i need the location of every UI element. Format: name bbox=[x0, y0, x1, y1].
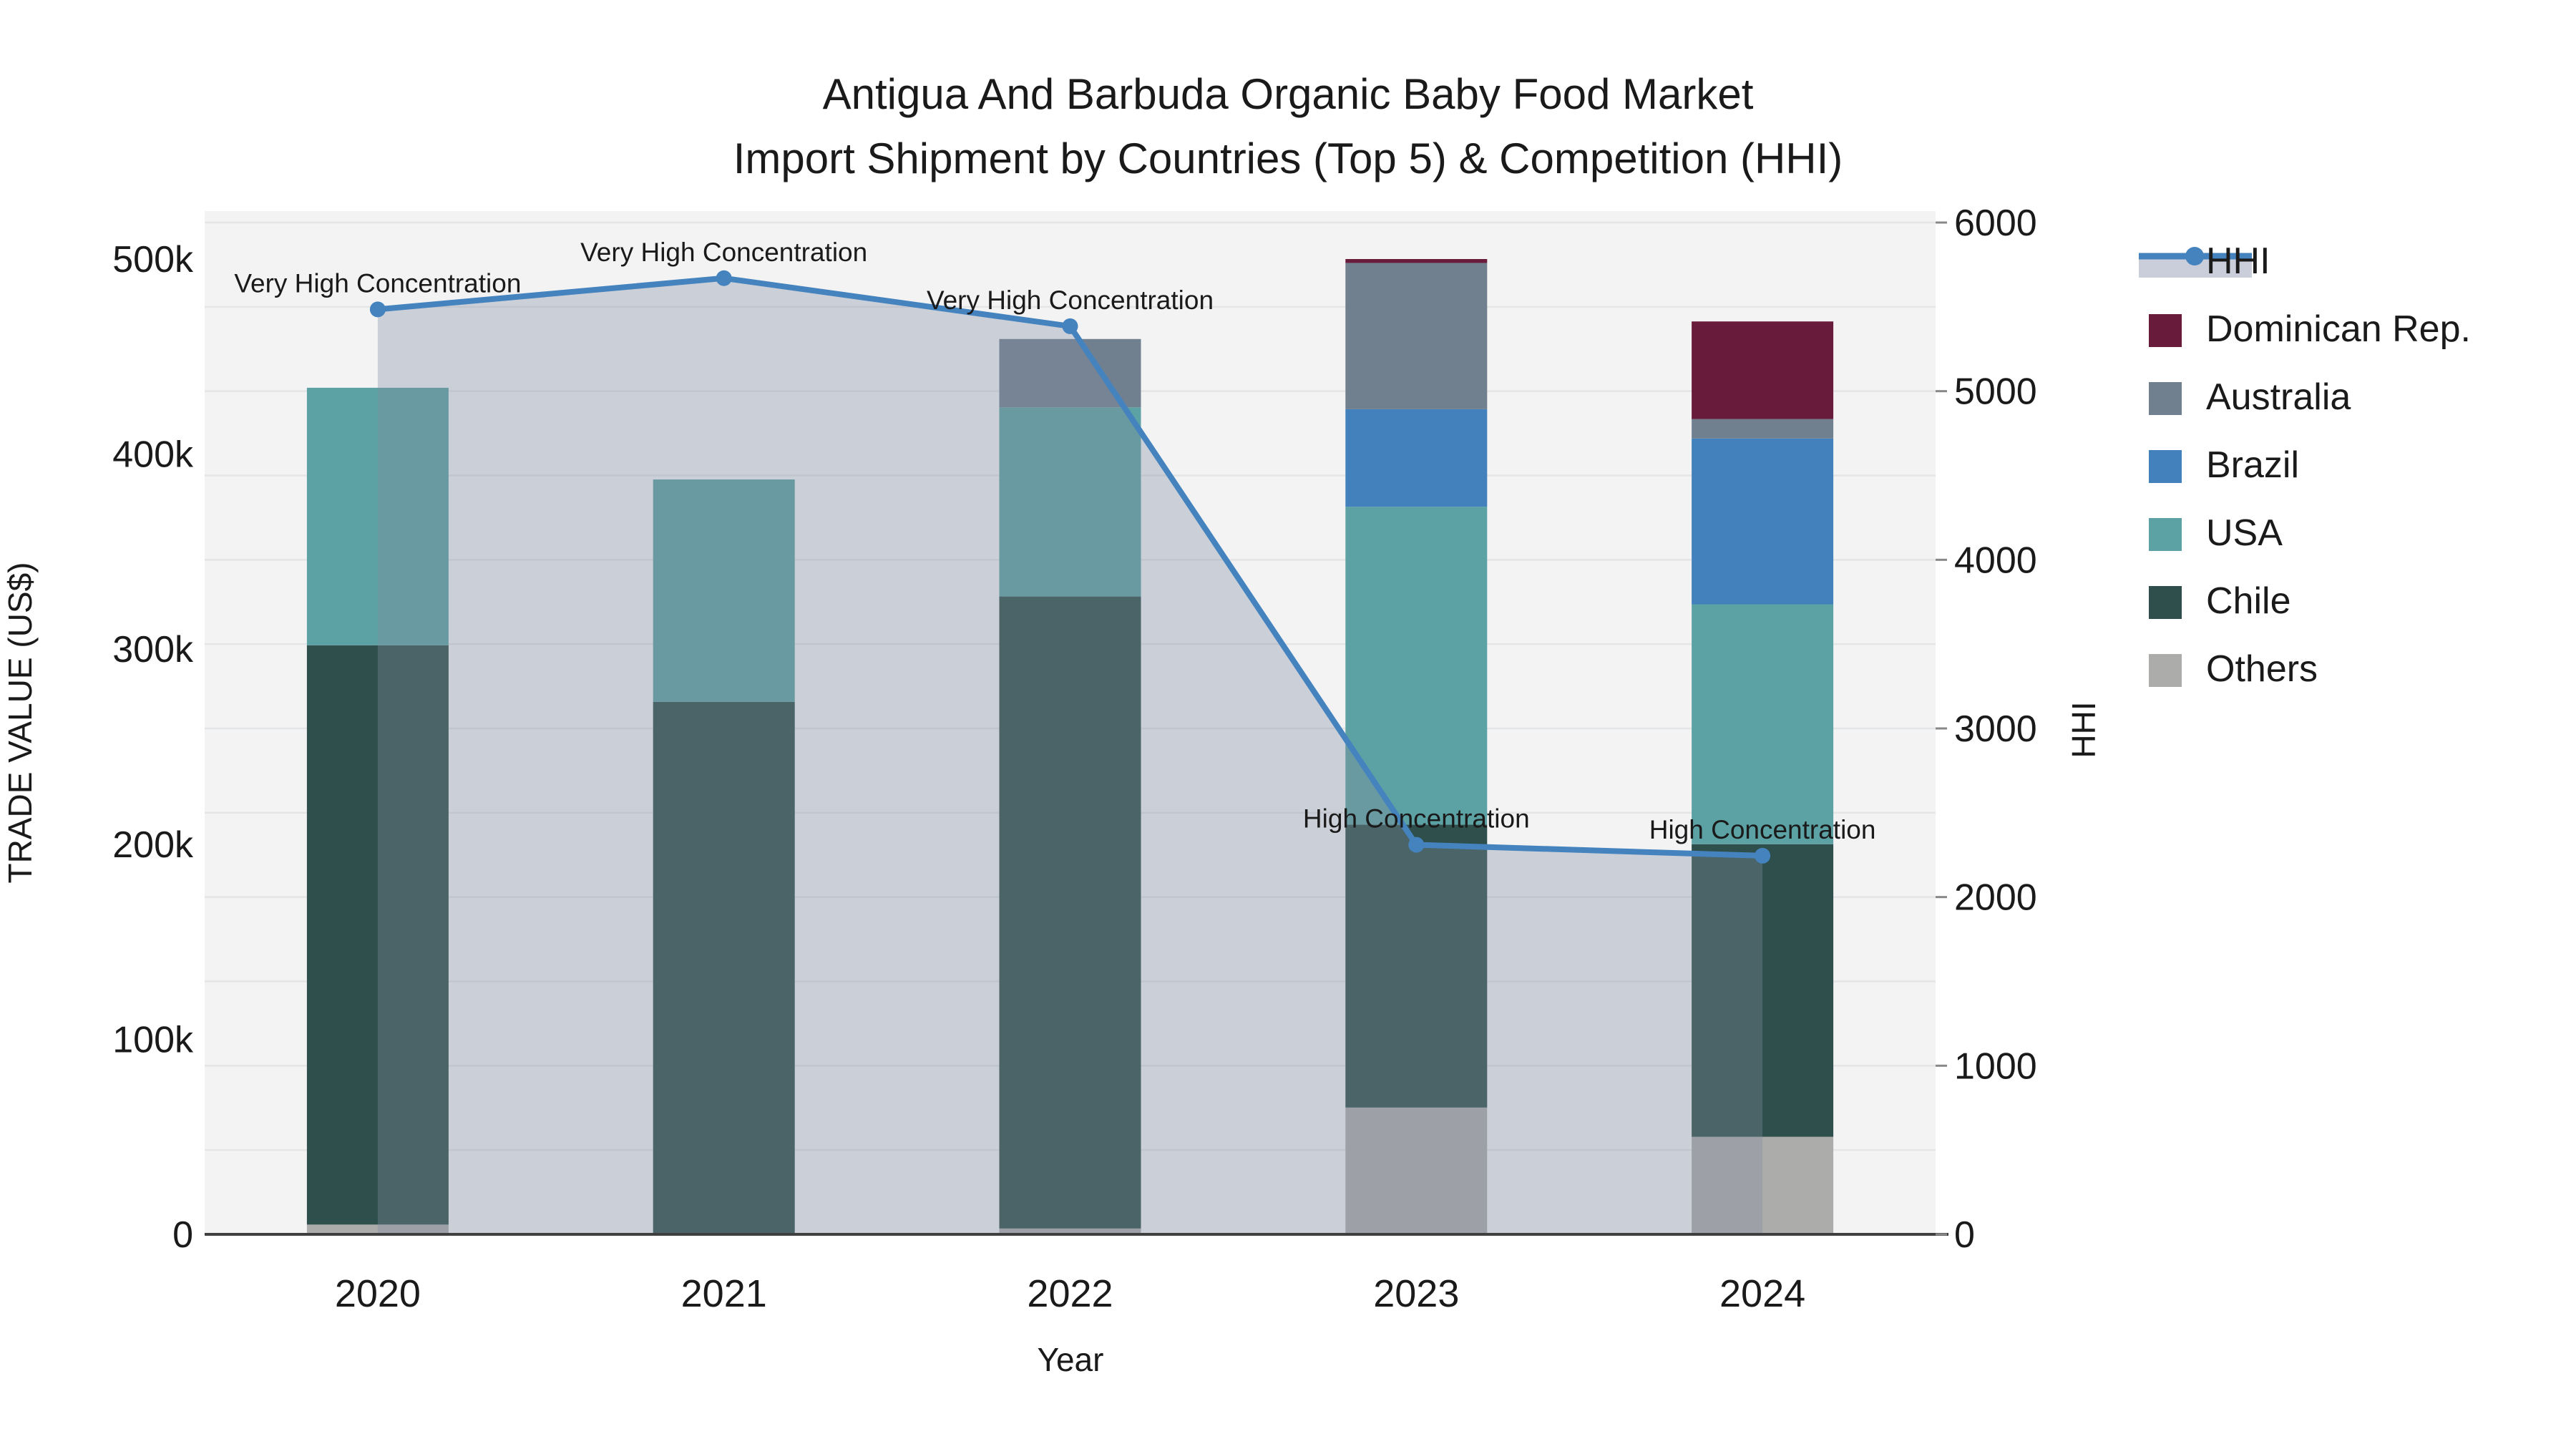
chart-title-line1: Antigua And Barbuda Organic Baby Food Ma… bbox=[823, 70, 1754, 118]
bar-segment-2021-chile[interactable] bbox=[653, 701, 795, 1234]
bar-segment-2024-dominican-rep-[interactable] bbox=[1692, 321, 1834, 419]
y2-axis-tick-0: 0 bbox=[1954, 1214, 1975, 1256]
hhi-point-2024[interactable] bbox=[1755, 847, 1771, 864]
bar-segment-2020-others[interactable] bbox=[306, 1224, 449, 1234]
bar-segment-2024-usa[interactable] bbox=[1692, 604, 1834, 844]
hhi-legend-marker bbox=[2185, 247, 2204, 265]
bar-segment-2024-chile[interactable] bbox=[1692, 844, 1834, 1137]
x-axis-title: Year bbox=[1038, 1341, 1104, 1378]
bar-segment-2023-chile[interactable] bbox=[1345, 824, 1488, 1108]
y-axis-tick-200k: 200k bbox=[112, 824, 194, 866]
legend: HHI Dominican Rep. Australia Brazil USA Chile… bbox=[2139, 240, 2471, 690]
y2-axis-tick-1000: 1000 bbox=[1954, 1045, 2037, 1087]
legend-item-chile[interactable]: Chile bbox=[2149, 580, 2291, 622]
annotation-2024: High Concentration bbox=[1649, 815, 1876, 844]
bar-segment-2021-usa[interactable] bbox=[653, 479, 795, 702]
y2-axis-tick-4000: 4000 bbox=[1954, 540, 2037, 581]
legend-label: Dominican Rep. bbox=[2206, 308, 2471, 350]
legend-swatch-others bbox=[2149, 654, 2182, 687]
bar-segment-2023-australia[interactable] bbox=[1345, 263, 1488, 409]
y2-axis-tick-6000: 6000 bbox=[1954, 203, 2037, 244]
legend-item-brazil[interactable]: Brazil bbox=[2149, 444, 2299, 486]
annotation-2022: Very High Concentration bbox=[927, 286, 1214, 315]
chart-title-line2: Import Shipment by Countries (Top 5) & C… bbox=[733, 135, 1843, 182]
y-axis-tick-0: 0 bbox=[172, 1214, 193, 1256]
legend-label: HHI bbox=[2206, 240, 2270, 282]
legend-swatch-chile bbox=[2149, 586, 2182, 619]
legend-swatch-brazil bbox=[2149, 450, 2182, 483]
hhi-point-2022[interactable] bbox=[1062, 318, 1078, 334]
legend-label: Brazil bbox=[2206, 444, 2299, 486]
annotation-2020: Very High Concentration bbox=[234, 268, 521, 298]
legend-swatch-dominican-rep- bbox=[2149, 314, 2182, 347]
bar-segment-2024-australia[interactable] bbox=[1692, 419, 1834, 439]
bar-segment-2024-others[interactable] bbox=[1692, 1136, 1834, 1234]
bar-segment-2022-chile[interactable] bbox=[999, 596, 1141, 1229]
legend-item-usa[interactable]: USA bbox=[2149, 512, 2283, 554]
bar-segment-2020-usa[interactable] bbox=[306, 387, 449, 645]
y2-axis-title: HHI bbox=[2065, 701, 2102, 758]
legend-item-hhi[interactable]: HHI bbox=[2139, 240, 2270, 282]
hhi-point-2020[interactable] bbox=[369, 301, 386, 318]
legend-swatch-australia bbox=[2149, 382, 2182, 415]
y-axis-tick-500k: 500k bbox=[112, 239, 194, 280]
legend-label: Others bbox=[2206, 648, 2318, 690]
bar-segment-2023-others[interactable] bbox=[1345, 1107, 1488, 1234]
legend-label: USA bbox=[2206, 512, 2283, 554]
annotation-2021: Very High Concentration bbox=[580, 238, 867, 267]
bar-segment-2020-chile[interactable] bbox=[306, 645, 449, 1225]
y2-axis-tick-3000: 3000 bbox=[1954, 708, 2037, 750]
hhi-point-2023[interactable] bbox=[1408, 836, 1425, 853]
x-axis-tick-2024: 2024 bbox=[1719, 1272, 1805, 1315]
annotation-2023: High Concentration bbox=[1303, 804, 1530, 834]
x-axis-tick-2022: 2022 bbox=[1027, 1272, 1113, 1315]
y2-axis-tick-2000: 2000 bbox=[1954, 877, 2037, 919]
bar-segment-2022-others[interactable] bbox=[999, 1228, 1141, 1234]
y2-axis-tick-5000: 5000 bbox=[1954, 371, 2037, 413]
legend-item-dominican-rep-[interactable]: Dominican Rep. bbox=[2149, 308, 2471, 350]
legend-swatch-usa bbox=[2149, 518, 2182, 551]
bar-segment-2024-brazil[interactable] bbox=[1692, 438, 1834, 605]
y-axis-title: TRADE VALUE (US$) bbox=[1, 562, 39, 883]
y-axis-tick-400k: 400k bbox=[112, 434, 194, 476]
legend-item-australia[interactable]: Australia bbox=[2149, 376, 2351, 418]
x-axis-tick-2020: 2020 bbox=[335, 1272, 421, 1315]
bar-segment-2023-brazil[interactable] bbox=[1345, 409, 1488, 507]
hhi-area-fill bbox=[377, 278, 1763, 1234]
y-axis-tick-100k: 100k bbox=[112, 1019, 194, 1060]
legend-item-others[interactable]: Others bbox=[2149, 648, 2318, 690]
bar-segment-2022-usa[interactable] bbox=[999, 407, 1141, 597]
hhi-point-2021[interactable] bbox=[716, 270, 732, 286]
x-axis-tick-2023: 2023 bbox=[1373, 1272, 1459, 1315]
y-axis-tick-300k: 300k bbox=[112, 629, 194, 670]
legend-label: Australia bbox=[2206, 376, 2351, 418]
x-axis-tick-2021: 2021 bbox=[681, 1272, 767, 1315]
legend-label: Chile bbox=[2206, 580, 2291, 622]
bar-segment-2023-dominican-rep-[interactable] bbox=[1345, 259, 1488, 263]
